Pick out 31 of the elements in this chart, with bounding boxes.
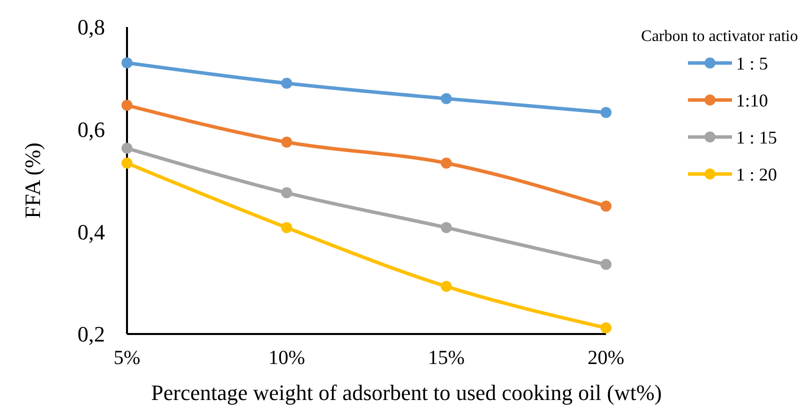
point	[600, 258, 612, 270]
x-tick-label: 5%	[114, 347, 140, 369]
point	[440, 93, 452, 104]
point	[440, 158, 452, 169]
point	[440, 222, 452, 234]
point	[600, 322, 612, 334]
x-tick-label: 15%	[428, 347, 465, 369]
point	[281, 136, 292, 148]
point	[122, 57, 132, 68]
y-tick-label: 0,6	[78, 117, 105, 142]
y-tick-label: 0,2	[78, 322, 105, 347]
point	[281, 187, 292, 198]
legend-label: 1 : 20	[736, 164, 778, 184]
x-tick-label: 20%	[588, 347, 624, 369]
point	[281, 222, 292, 234]
point	[122, 158, 132, 169]
x-tick-label: 10%	[268, 347, 306, 369]
y-tick-label: 0,4	[78, 219, 105, 244]
point	[281, 78, 292, 89]
point	[122, 100, 132, 111]
y-axis-title: FFA (%)	[20, 142, 45, 218]
legend-label: 1 : 5	[736, 53, 768, 74]
point	[440, 280, 452, 292]
legend-label: 1:10	[736, 90, 768, 110]
point	[122, 142, 132, 154]
y-tick-label: 0,8	[78, 14, 105, 40]
x-axis-title: Percentage weight of adsorbent to used cooking oil (wt%)	[151, 380, 662, 405]
point	[600, 106, 612, 118]
legend-title: Carbon to activator ratio	[641, 28, 798, 45]
legend-label: 1 : 15	[736, 127, 778, 148]
point	[600, 200, 612, 212]
